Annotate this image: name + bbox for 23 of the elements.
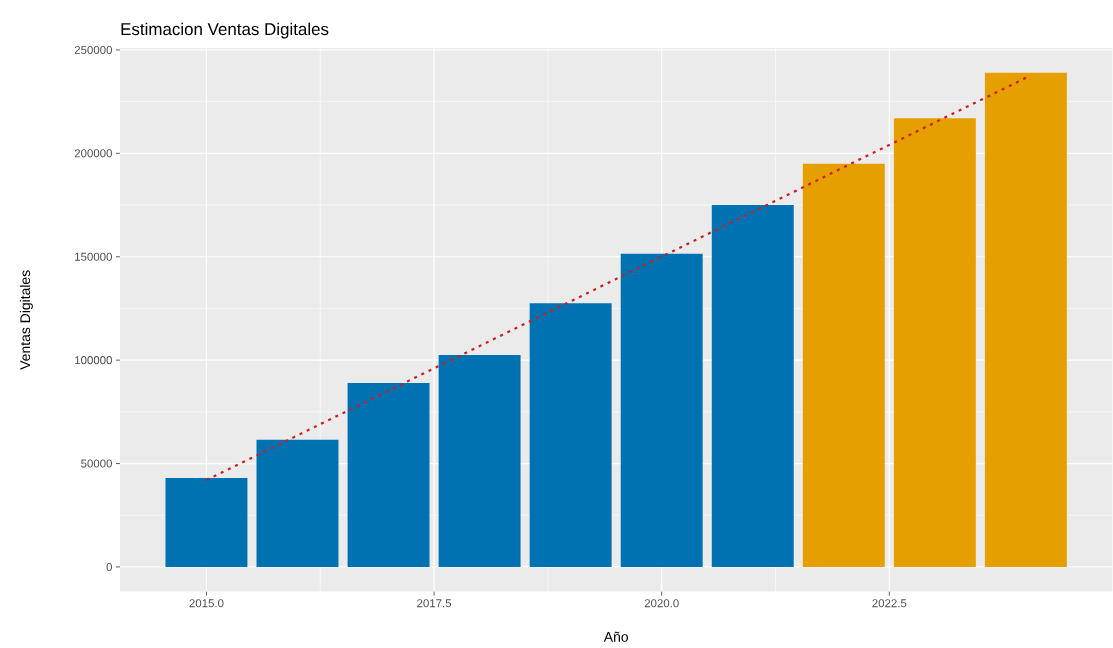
y-tick-label: 100000 [75,356,112,365]
y-tick-label: 50000 [81,459,112,468]
bar [347,383,430,568]
y-tick-label: 200000 [74,149,112,158]
bar [802,163,885,568]
x-tick-label: 2020.0 [644,599,679,608]
bar [256,439,339,568]
bar [893,118,976,568]
bar [438,355,521,568]
y-tick-label: 0 [106,563,112,572]
x-axis-title: Año [603,631,628,642]
x-tick-label: 2022.5 [872,599,907,608]
bar [711,205,794,568]
x-tick-label: 2015.0 [189,599,224,608]
x-tick-label: 2017.5 [417,599,452,608]
y-axis-title: Ventas Digitales [19,270,33,370]
bar [165,478,248,568]
y-tick-label: 250000 [74,46,112,55]
bar [984,72,1067,568]
bar [620,253,703,568]
bar [529,303,612,568]
chart-title: Estimacion Ventas Digitales [121,22,329,39]
y-tick-label: 150000 [75,252,112,261]
